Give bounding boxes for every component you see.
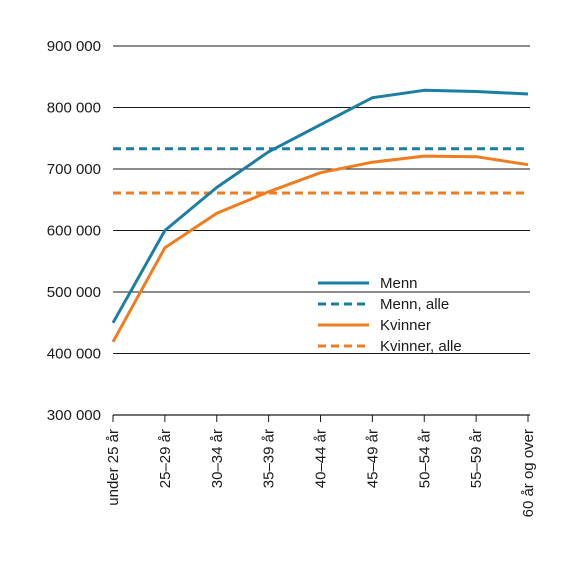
y-tick-label: 300 000 <box>47 407 101 424</box>
legend-label: Menn, alle <box>380 296 449 313</box>
x-tick-label: 40–44 år <box>313 429 330 488</box>
y-tick-label: 900 000 <box>47 38 101 55</box>
x-tick-label: 55–59 år <box>468 429 485 488</box>
y-tick-label: 700 000 <box>47 161 101 178</box>
series-line-menn <box>111 88 529 324</box>
x-tick-label: 60 år og over <box>520 429 537 517</box>
x-tick-label: 30–34 år <box>209 429 226 488</box>
y-tick-label: 800 000 <box>47 100 101 117</box>
y-tick-label: 500 000 <box>47 284 101 301</box>
x-tick-label: 50–54 år <box>416 429 433 488</box>
x-tick-label: 45–49 år <box>364 429 381 488</box>
y-tick-label: 600 000 <box>47 223 101 240</box>
x-tick-label: 25–29 år <box>157 429 174 488</box>
legend-label: Menn <box>380 275 418 292</box>
legend-label: Kvinner, alle <box>380 338 462 355</box>
x-tick-label: 35–39 år <box>261 429 278 488</box>
y-tick-label: 400 000 <box>47 346 101 363</box>
legend-label: Kvinner <box>380 317 431 334</box>
x-tick-label: under 25 år <box>105 429 122 506</box>
series-line-kvinner <box>111 154 529 343</box>
